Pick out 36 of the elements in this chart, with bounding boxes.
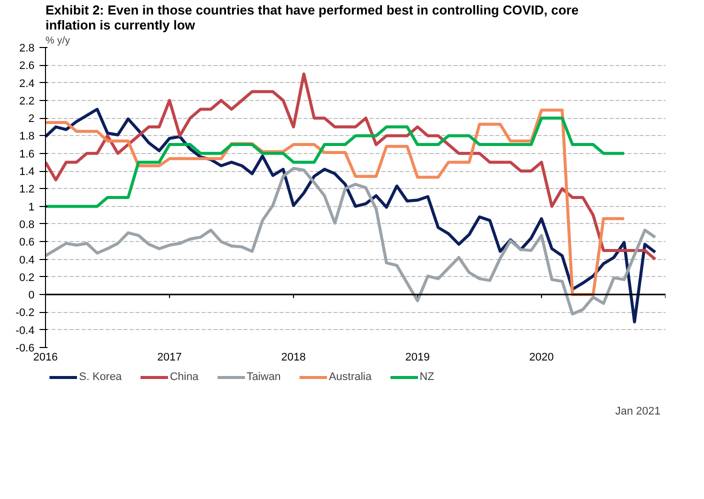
y-tick-label: 0.2 (19, 272, 35, 284)
x-tick-label: 2019 (405, 352, 430, 364)
x-tick-label: 2018 (281, 352, 306, 364)
y-tick-label: -0.2 (16, 307, 35, 320)
legend-label: Taiwan (246, 371, 281, 383)
text: Jan 2021 (615, 406, 661, 418)
y-tick-label: 2.6 (19, 60, 35, 72)
line-series (46, 72, 657, 261)
y-tick-label: 1.4 (19, 166, 35, 178)
line-series (46, 108, 657, 324)
y-tick-label: 0.6 (19, 236, 35, 249)
legend-label: China (170, 371, 199, 383)
y-tick-label: 1.2 (19, 184, 35, 196)
y-tick-label: 1.6 (19, 148, 35, 160)
line-series (46, 116, 626, 208)
line-series (46, 108, 626, 296)
y-tick-label: 2 (28, 113, 35, 126)
legend-label: Australia (328, 371, 372, 383)
y-tick-label: 2.2 (19, 95, 35, 108)
y-tick-label: -0.6 (16, 342, 35, 354)
legend-label: S. Korea (79, 371, 122, 383)
y-tick-label: 1 (28, 201, 35, 214)
line-series (46, 166, 657, 316)
y-tick-label: 0.8 (19, 218, 35, 231)
legend-label: NZ (420, 371, 436, 383)
y-tick-label: 0.4 (19, 254, 35, 266)
y-tick-label: 0 (28, 290, 35, 302)
y-tick-label: -0.4 (16, 324, 35, 337)
chart-title: Exhibit 2: Even in those countries that have performed best in controlling COVID, core inflation is currently low (46, 2, 579, 32)
y-axis-title: % y/y (46, 36, 70, 46)
x-tick-label: 2016 (33, 352, 58, 364)
y-tick-label: 2.4 (19, 78, 35, 90)
x-tick-label: 2017 (157, 352, 182, 364)
x-tick-label: 2020 (529, 352, 554, 364)
y-tick-label: 2.8 (19, 42, 35, 54)
y-tick-label: 1.8 (19, 130, 35, 143)
